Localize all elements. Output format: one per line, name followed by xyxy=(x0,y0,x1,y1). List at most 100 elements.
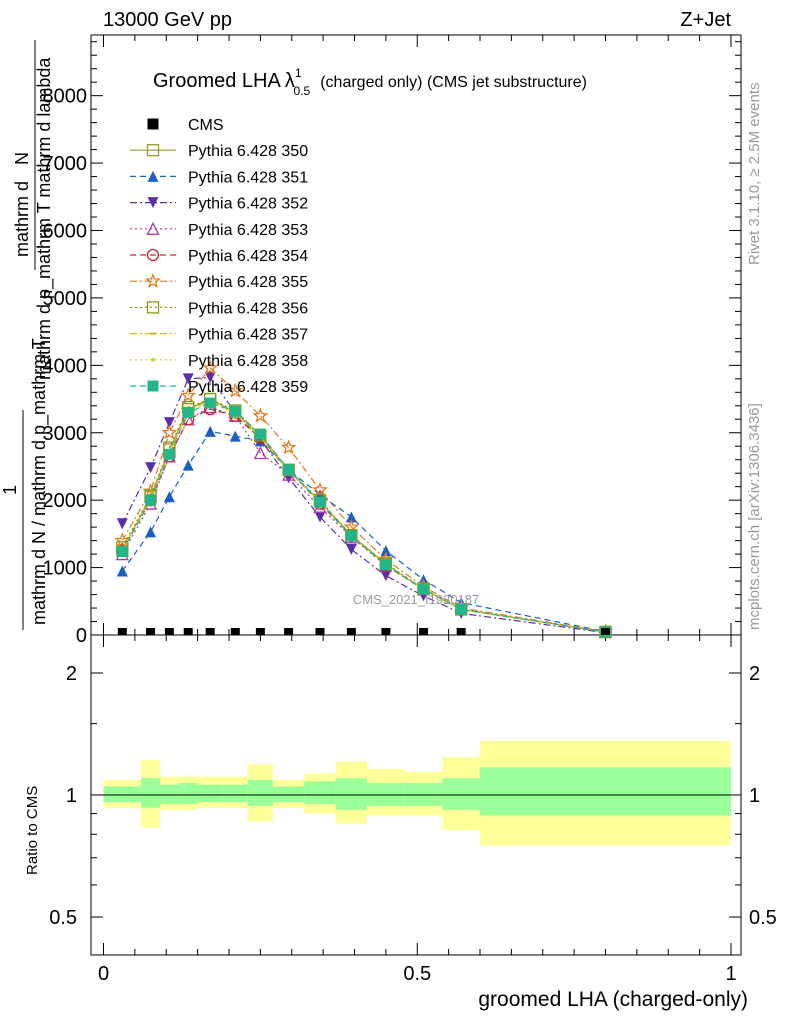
ratio-inner-band xyxy=(222,784,248,803)
cms-point xyxy=(205,628,215,635)
cms-point xyxy=(315,628,325,635)
legend-label: Pythia 6.428 355 xyxy=(188,274,308,291)
y-tick-label: 5000 xyxy=(43,288,88,310)
series-2-point xyxy=(204,425,216,437)
ratio-tick-label-left: 0.5 xyxy=(49,907,77,929)
chart-title-main: Groomed LHA xyxy=(153,70,281,92)
series-6-point xyxy=(227,382,244,398)
series-2-point xyxy=(345,511,357,523)
x-tick-label: 0.5 xyxy=(403,963,431,985)
cms-point xyxy=(346,628,356,635)
legend-marker xyxy=(151,358,155,362)
y-tick-label: 0 xyxy=(76,625,87,647)
series-4-point xyxy=(253,446,267,460)
series-3-point xyxy=(163,417,175,429)
cms-data-points xyxy=(117,628,610,635)
series-10-point xyxy=(380,559,392,571)
ratio-tick-label-right: 2 xyxy=(749,663,760,685)
legend: CMS Pythia 6.428 350 Pythia 6.428 351 Pythi… xyxy=(130,117,308,396)
series-6-point xyxy=(161,424,178,440)
header-process-label: Z+Jet xyxy=(680,9,731,31)
ratio-inner-band xyxy=(141,778,160,808)
ratio-axis-ticks: 0.5 0.5 1 1 2 2 xyxy=(49,663,777,929)
series-10-point xyxy=(283,464,295,476)
cms-point xyxy=(230,628,240,635)
series-6-point xyxy=(202,359,219,375)
y-tick-label: 2000 xyxy=(43,490,88,512)
legend-label: Pythia 6.428 359 xyxy=(188,379,308,396)
series-3-point xyxy=(380,570,392,582)
y-tick-label: 4000 xyxy=(43,355,88,377)
series-line-9 xyxy=(121,401,606,633)
series-6-point xyxy=(180,387,197,403)
legend-marker xyxy=(147,170,159,182)
y-tick-label: 7000 xyxy=(43,153,88,175)
legend-label: Pythia 6.428 354 xyxy=(188,248,308,265)
chart-title-lambda: λ xyxy=(285,70,295,92)
y-label-numerator-1: mathrm d xyxy=(12,181,32,257)
series-line-10 xyxy=(121,402,606,633)
ratio-inner-band xyxy=(442,778,480,810)
legend-label: CMS xyxy=(188,117,224,134)
main-y-axis-label: mathrm d N mathrm d p_mathrm T mathrm d … xyxy=(0,40,55,630)
chart-title-rest: (charged only) (CMS jet substructure) xyxy=(320,74,587,91)
ratio-inner-band xyxy=(159,784,179,805)
mcplots-label: mcplots.cern.ch [arXiv:1306.3436] xyxy=(746,403,763,630)
ratio-inner-band xyxy=(480,767,731,816)
ratio-inner-band xyxy=(304,781,336,805)
x-tick-label: 0 xyxy=(98,963,109,985)
series-10-point xyxy=(145,494,157,506)
cms-point xyxy=(255,628,265,635)
series-3-point xyxy=(182,373,194,385)
series-10-point xyxy=(163,448,175,460)
series-line-6 xyxy=(121,367,606,633)
series-2-point xyxy=(163,491,175,503)
legend-marker xyxy=(146,248,160,262)
legend-label: Pythia 6.428 356 xyxy=(188,300,308,317)
ratio-uncertainty-bands xyxy=(103,740,731,846)
legend-marker xyxy=(146,144,160,157)
series-3-point xyxy=(204,371,216,383)
ratio-inner-band xyxy=(197,784,223,803)
legend-marker xyxy=(147,118,159,130)
ratio-inner-band xyxy=(103,786,142,803)
series-10-point xyxy=(229,405,241,417)
cms-point xyxy=(117,628,127,635)
y-tick-label: 8000 xyxy=(43,86,88,108)
ratio-inner-band xyxy=(178,783,198,805)
ratio-inner-band xyxy=(335,778,368,810)
series-3-point xyxy=(345,543,357,555)
series-10-point xyxy=(182,407,194,419)
series-10-point xyxy=(455,603,467,615)
series-2-point xyxy=(145,526,157,538)
cms-point xyxy=(419,628,429,635)
series-line-8 xyxy=(121,399,606,633)
chart-title-superscript: 1 xyxy=(295,66,302,80)
ratio-inner-band xyxy=(247,779,273,806)
rivet-version-label: Rivet 3.1.10, ≥ 2.5M events xyxy=(746,83,763,266)
chart-title: Groomed LHA λ1 0.5 (charged only) (CMS jet … xyxy=(153,66,587,98)
ratio-inner-band xyxy=(404,783,443,806)
ratio-y-axis-label: Ratio to CMS xyxy=(24,786,41,875)
mc-series-lines xyxy=(114,359,614,639)
y-label-denominator: mathrm d p_mathrm T mathrm d lambda xyxy=(34,57,55,380)
legend-label: Pythia 6.428 357 xyxy=(188,327,308,344)
series-6-point xyxy=(252,407,269,423)
series-6-point xyxy=(280,439,297,455)
chart-title-subscript: 0.5 xyxy=(294,84,311,98)
series-3-point xyxy=(116,518,128,530)
cms-point xyxy=(456,628,466,635)
legend-marker xyxy=(145,272,161,288)
cms-point xyxy=(183,628,193,635)
series-2-point xyxy=(116,565,128,577)
y-tick-label: 1000 xyxy=(43,558,88,580)
cms-point xyxy=(146,628,156,635)
legend-label: Pythia 6.428 351 xyxy=(188,169,308,186)
ratio-inner-band xyxy=(272,786,305,803)
y-tick-label: 3000 xyxy=(43,423,88,445)
series-10-point xyxy=(204,397,216,409)
y-label-numerator-2: N xyxy=(12,152,32,165)
y-label-bottom-1: 1 xyxy=(0,485,20,495)
legend-label: Pythia 6.428 352 xyxy=(188,196,308,213)
